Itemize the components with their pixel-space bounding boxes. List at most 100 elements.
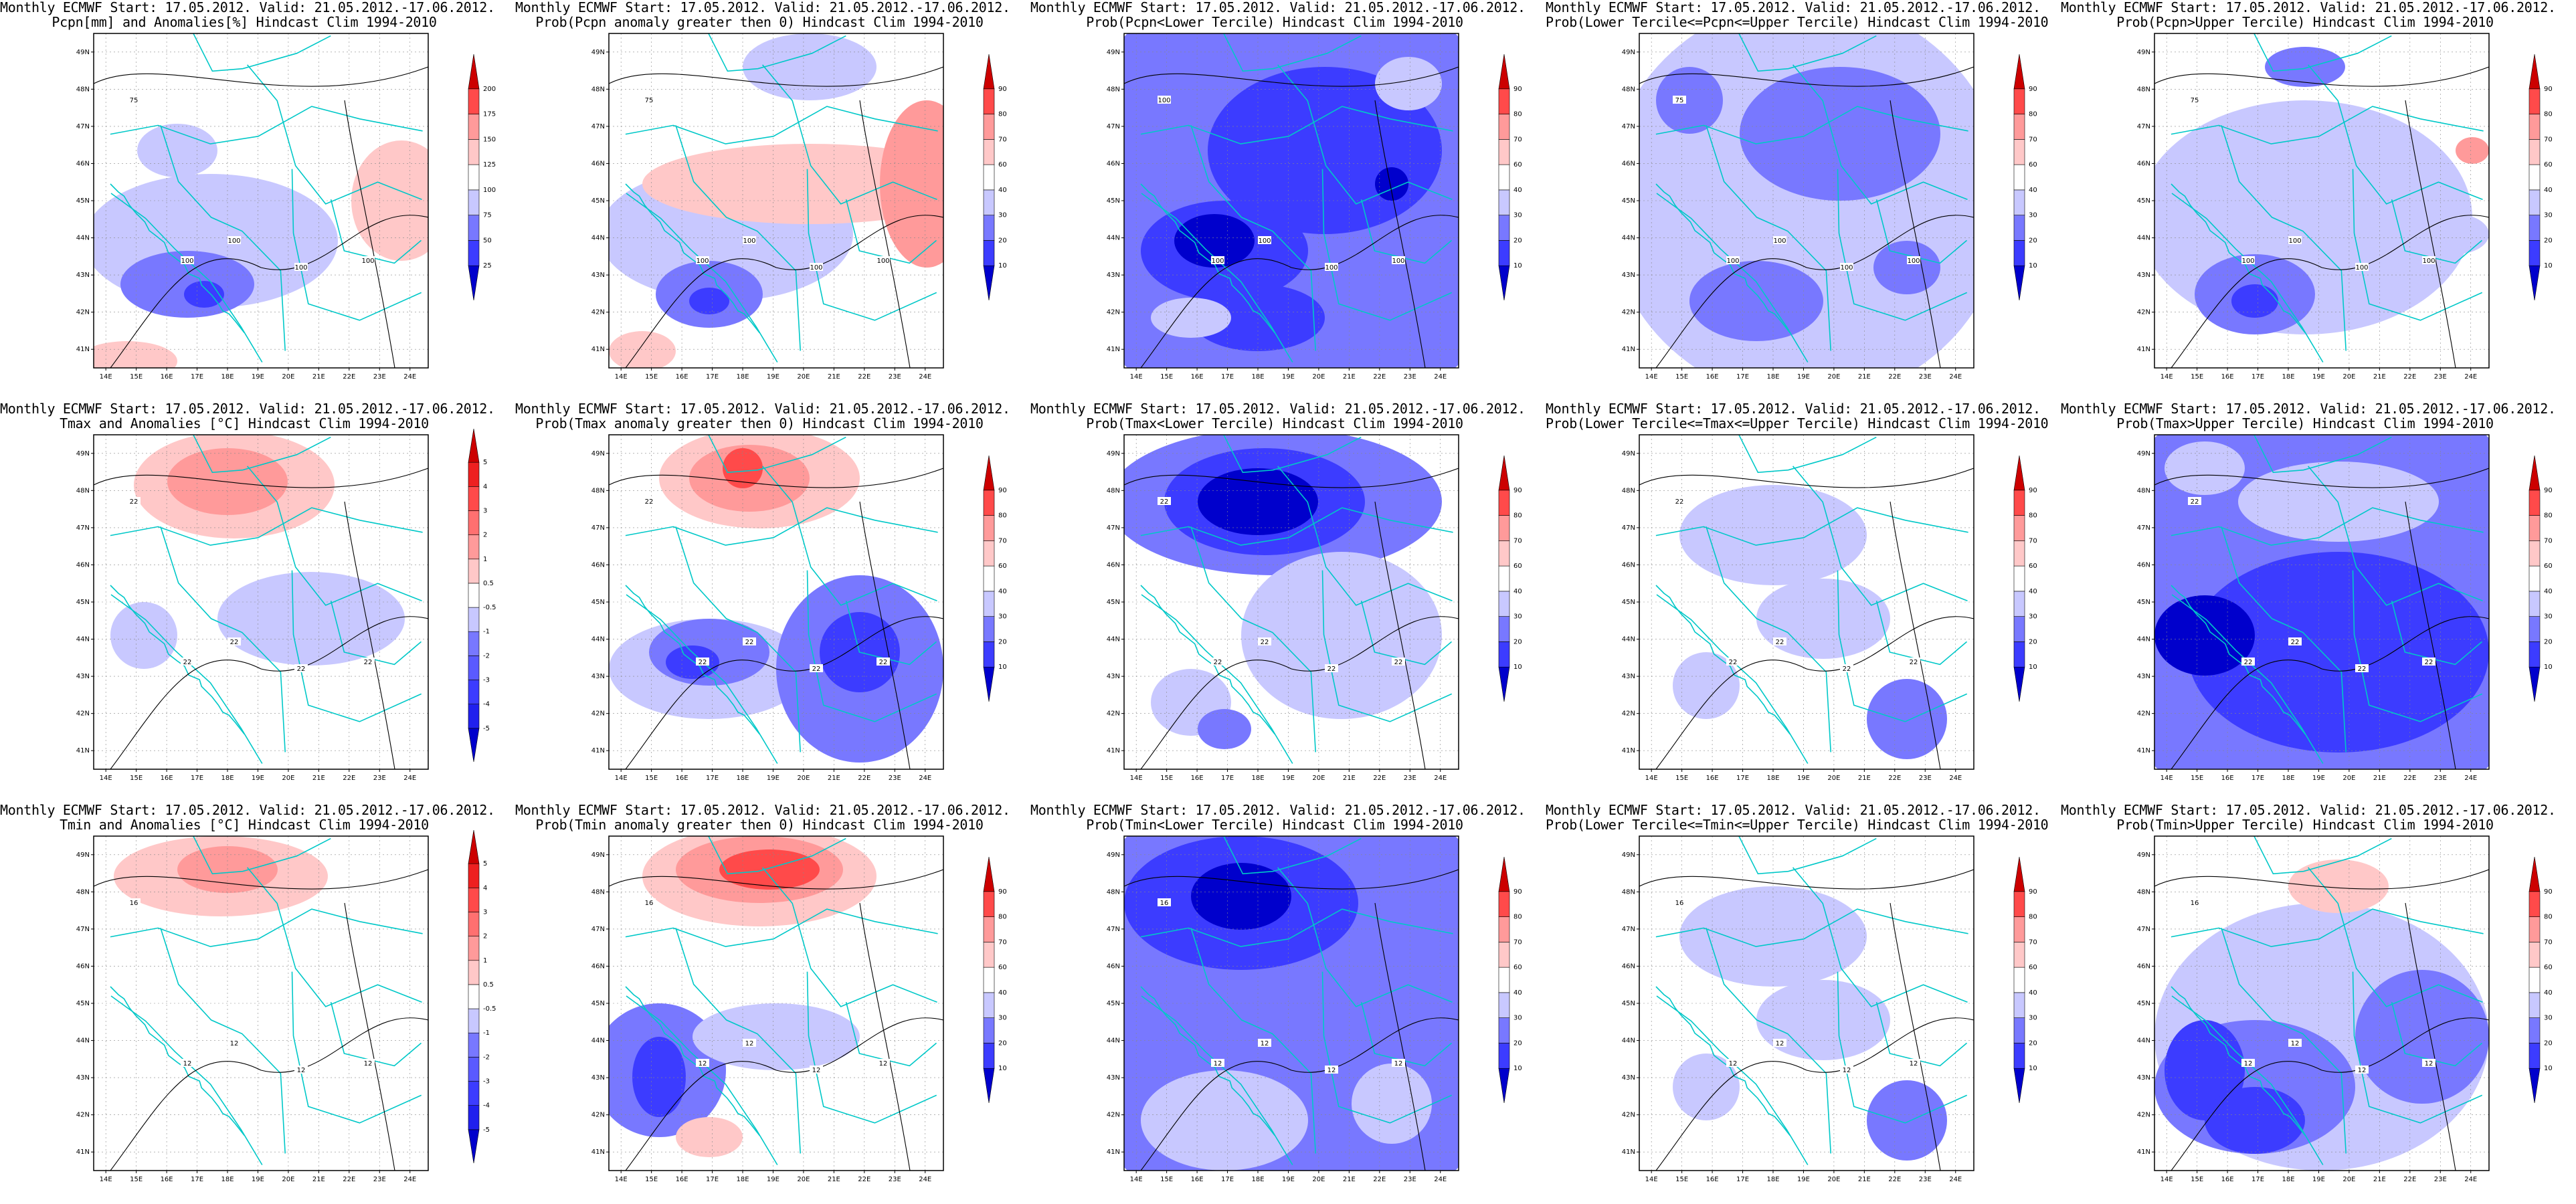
- colorbar-tick-label: -1: [483, 628, 490, 635]
- country-border: [2253, 435, 2392, 474]
- latitude-label: 43N: [1622, 272, 1635, 279]
- contour-label: 100: [181, 258, 193, 265]
- longitude-label: 16E: [161, 373, 173, 381]
- longitude-label: 19E: [1797, 1176, 1810, 1183]
- colorbar-tick-label: 80: [2544, 914, 2553, 921]
- colorbar-tick-label: 25: [483, 262, 492, 270]
- latitude-label: 47N: [1622, 926, 1635, 933]
- longitude-label: 21E: [1858, 775, 1871, 782]
- contour-label: 22: [699, 659, 707, 666]
- longitude-label: 16E: [1706, 373, 1719, 381]
- colorbar-tick-label: 200: [483, 86, 496, 93]
- latitude-label: 46N: [1107, 160, 1120, 167]
- longitude-label: 17E: [2251, 775, 2264, 782]
- contour-label: 100: [2422, 258, 2435, 265]
- shaded-region: [1352, 1064, 1432, 1144]
- longitude-label: 21E: [312, 1176, 325, 1183]
- latitude-label: 48N: [1622, 86, 1635, 93]
- longitude-label: 14E: [2160, 1176, 2173, 1183]
- longitude-label: 14E: [2160, 775, 2173, 782]
- latitude-label: 44N: [2137, 235, 2150, 242]
- climatology-contour: [609, 66, 943, 87]
- longitude-label: 22E: [1373, 775, 1386, 782]
- climatology-contour: [1291, 215, 1459, 270]
- longitude-label: 23E: [1404, 1176, 1416, 1183]
- latitude-label: 48N: [1622, 888, 1635, 896]
- latitude-label: 42N: [1107, 1112, 1120, 1119]
- contour-label: 12: [2358, 1067, 2367, 1074]
- latitude-label: 46N: [76, 963, 90, 970]
- latitude-label: 44N: [1107, 1037, 1120, 1045]
- contour-label: 12: [1327, 1067, 1336, 1074]
- country-border: [246, 867, 422, 1007]
- climatology-contour: [1374, 902, 1426, 1171]
- longitude-label: 22E: [1888, 373, 1901, 381]
- latitude-label: 44N: [2137, 1037, 2150, 1045]
- longitude-label: 17E: [1221, 775, 1234, 782]
- contour-label: 100: [1258, 237, 1271, 245]
- contour-label: 16: [645, 900, 654, 907]
- longitude-label: 23E: [889, 1176, 901, 1183]
- shaded-region: [1656, 67, 1723, 134]
- climatology-contour: [1806, 215, 1974, 270]
- panel-title-subtitle: Tmin and Anomalies [°C] Hindcast Clim 19…: [60, 817, 429, 833]
- colorbar-tick-label: 80: [2544, 111, 2553, 118]
- map-panel: Monthly ECMWF Start: 17.05.2012. Valid: …: [2061, 803, 2576, 1204]
- contour-label: 100: [1392, 258, 1404, 265]
- climatology-contour: [1890, 902, 1941, 1171]
- climatology-contour: [110, 258, 262, 368]
- shaded-region: [1151, 298, 1231, 338]
- country-border: [1141, 193, 1293, 363]
- colorbar-tick-label: 0.5: [483, 580, 494, 587]
- country-border: [806, 570, 937, 722]
- longitude-label: 20E: [2342, 373, 2355, 381]
- climatology-contour: [260, 616, 428, 672]
- coastline: [1655, 986, 1790, 1136]
- panel-title: Monthly ECMWF Start: 17.05.2012. Valid: …: [0, 401, 495, 431]
- colorbar: 25 50 75 100 125 150 175 200: [468, 54, 496, 301]
- latitude-label: 48N: [1622, 487, 1635, 494]
- map-panel: Monthly ECMWF Start: 17.05.2012. Valid: …: [515, 0, 1030, 401]
- longitude-label: 21E: [312, 373, 325, 381]
- latitude-label: 49N: [591, 450, 605, 458]
- contour-label: 100: [294, 264, 307, 272]
- latitude-label: 41N: [1107, 346, 1120, 353]
- country-border: [246, 64, 422, 205]
- country-border: [110, 908, 423, 947]
- longitude-label: 17E: [706, 373, 719, 381]
- colorbar-tick-label: -1: [483, 1029, 490, 1037]
- panel-title-header: Monthly ECMWF Start: 17.05.2012. Valid: …: [1030, 802, 1526, 818]
- shaded-region: [2165, 441, 2245, 495]
- latitude-label: 46N: [1107, 561, 1120, 569]
- longitude-label: 17E: [1736, 775, 1749, 782]
- longitude-label: 24E: [403, 373, 416, 381]
- longitude-label: 22E: [2403, 373, 2416, 381]
- longitude-label: 20E: [797, 775, 810, 782]
- climatology-contour: [1140, 1061, 1292, 1171]
- longitude-label: 17E: [1221, 373, 1234, 381]
- panel-title-subtitle: Prob(Pcpn anomaly greater then 0) Hindca…: [535, 14, 984, 30]
- climatology-contour: [859, 501, 911, 769]
- colorbar-tick-label: 5: [483, 860, 487, 868]
- longitude-label: 22E: [858, 373, 870, 381]
- longitude-label: 20E: [1827, 775, 1840, 782]
- latitude-label: 49N: [591, 49, 605, 56]
- country-border: [626, 995, 778, 1165]
- shaded-region: [1198, 709, 1251, 749]
- coastline: [110, 585, 245, 735]
- country-border: [1277, 64, 1453, 205]
- country-border: [1656, 594, 1809, 764]
- panel-title-subtitle: Prob(Tmax<Lower Tercile) Hindcast Clim 1…: [1086, 415, 1463, 431]
- longitude-label: 18E: [1766, 775, 1779, 782]
- longitude-label: 18E: [2282, 373, 2294, 381]
- shaded-region: [1198, 468, 1318, 535]
- longitude-label: 23E: [1404, 373, 1416, 381]
- climatology-contour: [859, 100, 911, 368]
- colorbar-tick-label: 20: [998, 638, 1007, 645]
- country-border: [2352, 971, 2483, 1124]
- colorbar-tick-label: 150: [483, 136, 496, 143]
- colorbar-tick-label: 90: [2544, 86, 2553, 93]
- climatology-contour: [1639, 869, 1974, 890]
- longitude-label: 24E: [1434, 373, 1447, 381]
- latitude-label: 45N: [591, 197, 605, 205]
